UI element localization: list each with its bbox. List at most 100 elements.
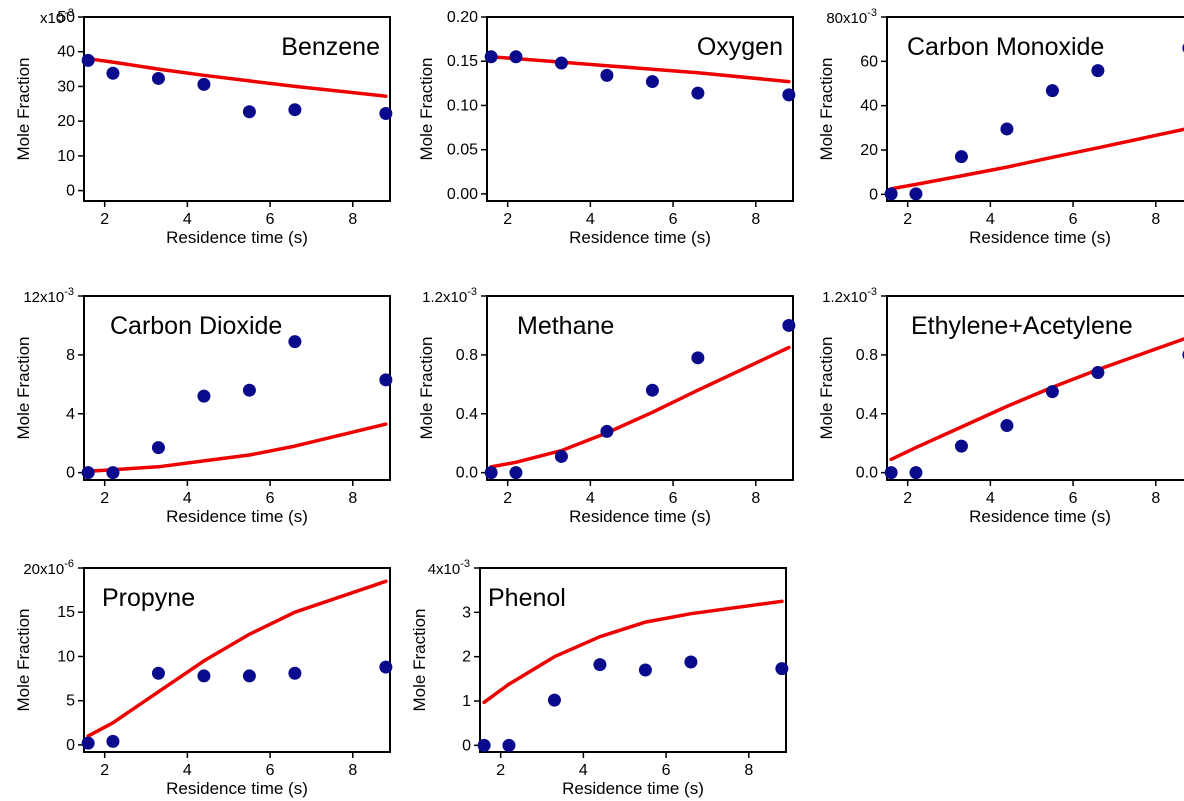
data-point bbox=[884, 187, 898, 201]
y-tick-label: 0.15 bbox=[447, 53, 478, 70]
data-point bbox=[954, 439, 968, 453]
x-tick-label: 8 bbox=[751, 490, 760, 507]
data-point bbox=[379, 660, 393, 674]
data-point bbox=[106, 734, 120, 748]
plot-frame bbox=[83, 295, 391, 481]
x-tick-label: 6 bbox=[669, 490, 678, 507]
y-tick-label: 0 bbox=[66, 465, 75, 482]
data-point bbox=[547, 693, 561, 707]
x-tick-label: 6 bbox=[266, 211, 275, 228]
data-point bbox=[600, 68, 614, 82]
data-point bbox=[593, 658, 607, 672]
data-point bbox=[691, 351, 705, 365]
panel-title: Carbon Dioxide bbox=[110, 312, 282, 340]
x-tick-label: 2 bbox=[903, 490, 912, 507]
x-tick-label: 8 bbox=[348, 762, 357, 779]
panel-carbon-dioxide: 2 4 6 8 0 4 8 12x10-3 Residence time (s) Mole Fra… bbox=[14, 286, 393, 526]
x-tick-label: 2 bbox=[903, 211, 912, 228]
y-multiplier-label: x10-3 bbox=[40, 7, 74, 27]
data-point bbox=[554, 449, 568, 463]
y-tick-label: 0.8 bbox=[856, 347, 878, 364]
data-point bbox=[645, 75, 659, 89]
y-tick-label: 0 bbox=[66, 183, 75, 200]
y-tick-label: 8 bbox=[66, 347, 75, 364]
x-tick-label: 8 bbox=[1151, 211, 1160, 228]
model-curve bbox=[889, 127, 1184, 191]
x-tick-label: 8 bbox=[751, 211, 760, 228]
x-tick-label: 2 bbox=[496, 762, 505, 779]
x-axis-label: Residence time (s) bbox=[569, 228, 711, 247]
x-axis-label: Residence time (s) bbox=[166, 228, 308, 247]
plot-frame bbox=[886, 16, 1184, 202]
y-multiplier-label: 4x10-3 bbox=[428, 558, 470, 578]
y-tick-label: 20 bbox=[57, 113, 75, 130]
model-curve bbox=[489, 345, 791, 469]
data-point bbox=[1045, 385, 1059, 399]
data-point bbox=[502, 738, 516, 752]
data-point bbox=[1045, 84, 1059, 98]
x-tick-label: 2 bbox=[503, 490, 512, 507]
x-axis-label: Residence time (s) bbox=[166, 507, 308, 526]
data-point bbox=[484, 50, 498, 64]
x-tick-label: 4 bbox=[183, 490, 192, 507]
data-point bbox=[81, 736, 95, 750]
y-tick-label: 2 bbox=[462, 649, 471, 666]
y-axis-label: Mole Fraction bbox=[817, 58, 836, 161]
x-tick-label: 8 bbox=[744, 762, 753, 779]
x-tick-label: 8 bbox=[1151, 490, 1160, 507]
panel-title: Benzene bbox=[281, 33, 380, 61]
x-tick-label: 6 bbox=[1069, 211, 1078, 228]
x-axis-label: Residence time (s) bbox=[969, 507, 1111, 526]
data-point bbox=[638, 663, 652, 677]
y-tick-label: 0 bbox=[462, 737, 471, 754]
x-tick-label: 6 bbox=[669, 211, 678, 228]
model-curve bbox=[482, 599, 784, 705]
data-point bbox=[909, 187, 923, 201]
x-tick-label: 2 bbox=[503, 211, 512, 228]
y-tick-label: 0.8 bbox=[456, 347, 478, 364]
panel-title: Carbon Monoxide bbox=[907, 33, 1104, 61]
y-tick-label: 15 bbox=[57, 604, 75, 621]
panel-title: Oxygen bbox=[697, 33, 783, 61]
data-point bbox=[288, 335, 302, 349]
x-tick-label: 4 bbox=[183, 211, 192, 228]
x-tick-label: 6 bbox=[662, 762, 671, 779]
x-tick-label: 8 bbox=[348, 490, 357, 507]
y-multiplier-label: 20x10-6 bbox=[23, 558, 74, 578]
x-axis-label: Residence time (s) bbox=[569, 507, 711, 526]
x-tick-label: 8 bbox=[348, 211, 357, 228]
y-tick-label: 60 bbox=[860, 53, 878, 70]
data-point bbox=[288, 666, 302, 680]
data-point bbox=[554, 56, 568, 70]
y-multiplier-label: 12x10-3 bbox=[23, 286, 74, 306]
x-tick-label: 6 bbox=[1069, 490, 1078, 507]
panel-oxygen: 2 4 6 8 0.00 0.05 0.10 0.15 0.20 Residence time (… bbox=[417, 9, 796, 247]
panel-title: Methane bbox=[517, 312, 614, 340]
data-point bbox=[782, 318, 796, 332]
panel-title: Phenol bbox=[488, 584, 566, 612]
data-point bbox=[775, 662, 789, 676]
data-point bbox=[197, 77, 211, 91]
data-point bbox=[242, 105, 256, 119]
panel-ethylene-acetylene: 2 4 6 8 0.0 0.4 0.8 1.2x10-3 Residence time (s) M… bbox=[817, 286, 1184, 526]
model-curve bbox=[889, 337, 1184, 462]
y-tick-label: 0 bbox=[66, 737, 75, 754]
x-tick-label: 4 bbox=[579, 762, 588, 779]
y-axis-label: Mole Fraction bbox=[417, 58, 436, 161]
y-tick-label: 0.05 bbox=[447, 142, 478, 159]
y-tick-label: 3 bbox=[462, 604, 471, 621]
y-tick-label: 40 bbox=[57, 44, 75, 61]
data-point bbox=[81, 53, 95, 67]
y-multiplier-label: 80x10-3 bbox=[826, 7, 877, 27]
model-curve bbox=[86, 579, 388, 738]
data-point bbox=[1091, 64, 1105, 78]
plot-frame bbox=[886, 295, 1184, 481]
data-point bbox=[106, 466, 120, 480]
plot-frame bbox=[83, 567, 391, 753]
data-point bbox=[954, 150, 968, 164]
data-point bbox=[1091, 366, 1105, 380]
y-tick-label: 0 bbox=[869, 186, 878, 203]
panel-carbon-monoxide: 2 4 6 8 0 20 40 60 80x10-3 Residence time (s) Mole… bbox=[817, 7, 1184, 247]
data-point bbox=[242, 383, 256, 397]
